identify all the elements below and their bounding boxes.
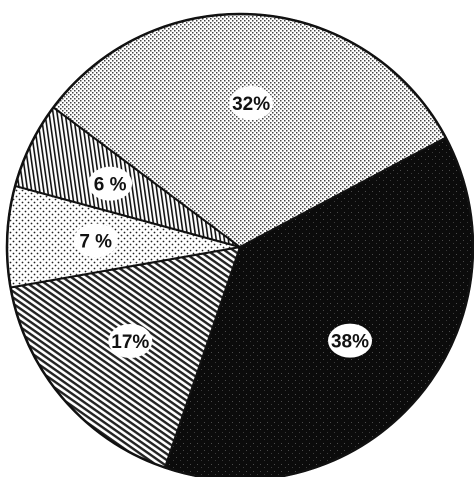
pie-label-4: 32% (232, 94, 270, 115)
pie-label-bg-4 (229, 85, 274, 120)
pie-label-3: 6 % (94, 175, 127, 196)
pie-label-0: 38% (331, 332, 369, 353)
pie-label-bg-2 (73, 223, 118, 258)
pie-label-1: 17% (111, 332, 149, 353)
pie-label-bg-1 (108, 324, 153, 359)
pie-label-bg-0 (328, 323, 373, 358)
pie-label-bg-3 (88, 166, 133, 201)
pie-outline (5, 12, 474, 477)
pie-label-2: 7 % (79, 231, 112, 252)
